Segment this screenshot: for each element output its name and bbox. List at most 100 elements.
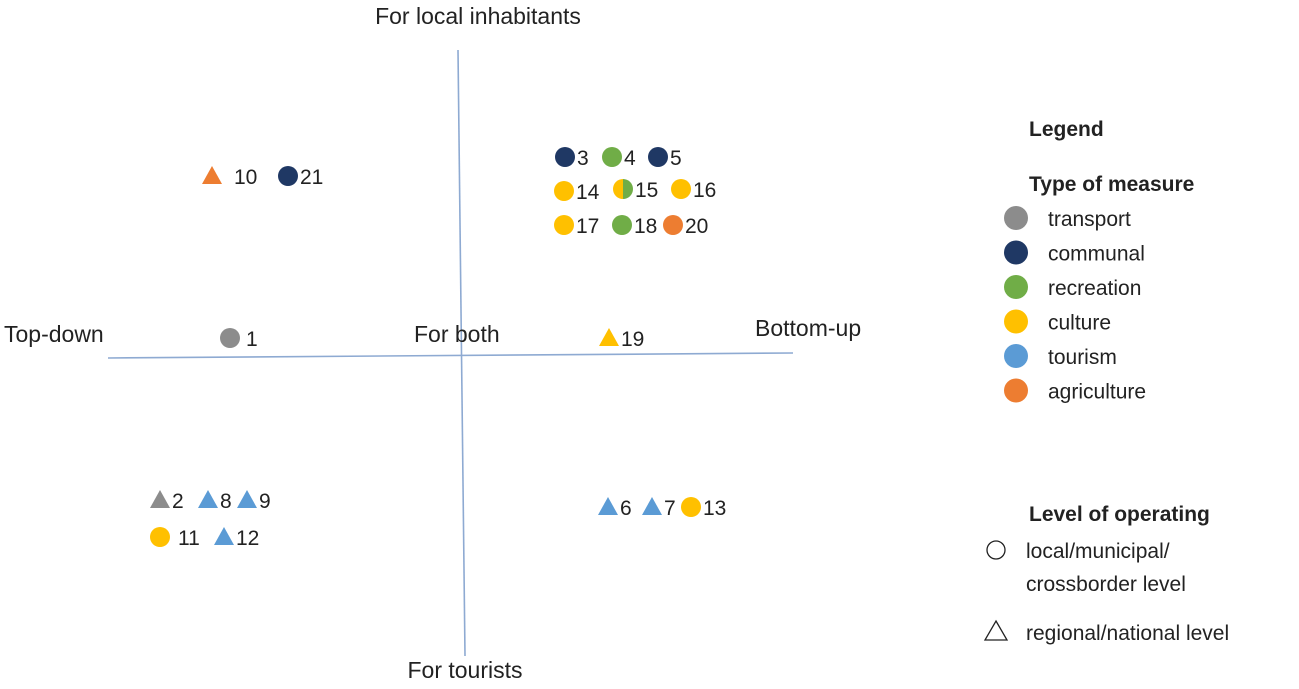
point-label: 5 [670,147,682,170]
circle-shape-icon [986,540,1006,560]
point-marker [612,215,632,235]
legend-item-agriculture: agriculture [1004,378,1146,404]
point-label: 19 [621,328,644,351]
point-label: 14 [576,181,600,204]
point-1: 1 [220,328,258,351]
point-7: 7 [642,497,676,520]
point-marker [220,328,240,348]
point-9: 9 [237,490,271,513]
legend-level-label: crossborder level [1026,573,1186,596]
triangle-shape-icon [983,619,1009,641]
point-marker [554,215,574,235]
point-marker [214,527,234,545]
legend-swatch [1004,206,1028,230]
legend-level-title: Level of operating [1029,503,1210,526]
point-label: 7 [664,497,676,520]
axis-label-top: For local inhabitants [375,3,581,29]
point-11: 11 [150,527,200,550]
point-label: 11 [178,527,200,550]
point-17: 17 [554,215,599,238]
legend-label: culture [1048,312,1111,335]
legend-label: tourism [1048,346,1117,369]
point-16: 16 [671,179,716,202]
point-marker [150,490,170,508]
legend-item-communal: communal [1004,240,1145,266]
point-label: 10 [234,166,257,189]
point-marker [671,179,691,199]
point-4: 4 [602,147,636,170]
legend-label: agriculture [1048,381,1146,404]
point-12: 12 [214,527,259,550]
horizontal-axis [107,352,794,359]
legend-label: communal [1048,243,1145,266]
point-marker [202,166,222,184]
vertical-axis [457,49,466,657]
point-marker [602,147,622,167]
legend-label: recreation [1048,277,1141,300]
legend-swatch [1004,309,1028,334]
point-marker [237,490,257,508]
point-8: 8 [198,490,232,513]
legend-level-label: regional/national level [1026,622,1229,645]
legend-level-label: local/municipal/ [1026,540,1170,563]
point-label: 8 [220,490,232,513]
legend-item-recreation: recreation [1004,275,1141,300]
legend-swatch [1004,275,1028,299]
legend-swatch [1004,344,1028,368]
point-marker [150,527,170,547]
point-label: 15 [635,179,658,202]
axis-label-left: Top-down [4,321,104,347]
legend-level-circle: local/municipal/crossborder level [986,540,1186,596]
axis-label-bottom: For tourists [407,657,522,683]
point-6: 6 [598,497,632,520]
point-label: 1 [246,328,258,351]
point-5: 5 [648,147,682,170]
legend-level-triangle: regional/national level [983,619,1229,645]
point-label: 3 [577,147,589,170]
point-3: 3 [555,147,589,170]
point-marker [648,147,668,167]
point-13: 13 [681,497,726,520]
point-10: 10 [202,166,257,189]
point-marker [598,497,618,515]
point-marker [278,166,298,186]
legend-item-culture: culture [1004,309,1111,335]
point-label: 17 [576,215,599,238]
point-marker [555,147,575,167]
legend-type-list: transport communal recreation culture touris… [1004,206,1146,404]
legend-item-transport: transport [1004,206,1131,231]
point-19: 19 [599,328,644,351]
legend-swatch [1004,378,1028,403]
legend-swatch [1004,240,1028,265]
point-marker [642,497,662,515]
axis-label-center: For both [414,321,500,347]
axis-label-right: Bottom-up [755,315,861,341]
point-label: 6 [620,497,632,520]
legend-title: Legend [1029,118,1104,141]
point-marker-right [623,179,633,199]
point-label: 18 [634,215,657,238]
point-marker [599,328,619,346]
point-marker [663,215,683,235]
point-marker [198,490,218,508]
point-label: 20 [685,215,708,238]
point-14: 14 [554,181,600,204]
point-marker-left [613,179,623,199]
point-marker [554,181,574,201]
point-15: 15 [613,179,658,202]
point-20: 20 [663,215,708,238]
point-label: 21 [300,166,323,189]
legend-type-title: Type of measure [1029,173,1194,196]
point-marker [681,497,701,517]
point-2: 2 [150,490,184,513]
point-18: 18 [612,215,657,238]
point-label: 12 [236,527,259,550]
point-label: 2 [172,490,184,513]
legend-label: transport [1048,208,1131,231]
point-label: 4 [624,147,636,170]
point-label: 16 [693,179,716,202]
point-label: 13 [703,497,726,520]
legend-level-list: local/municipal/crossborder level regiona… [983,540,1229,645]
